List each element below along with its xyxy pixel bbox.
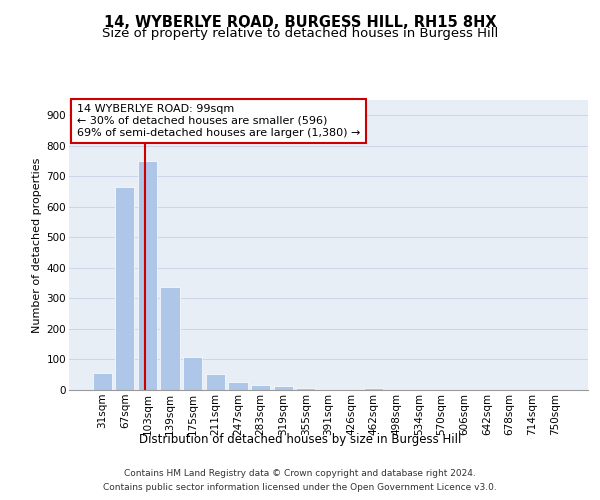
Bar <box>160 287 180 390</box>
Text: Contains public sector information licensed under the Open Government Licence v3: Contains public sector information licen… <box>103 482 497 492</box>
Bar <box>115 187 134 390</box>
Bar <box>274 386 293 390</box>
Bar <box>296 388 316 390</box>
Bar <box>138 161 157 390</box>
Text: Distribution of detached houses by size in Burgess Hill: Distribution of detached houses by size … <box>139 432 461 446</box>
Bar <box>364 388 383 390</box>
Bar <box>206 374 225 390</box>
Text: Size of property relative to detached houses in Burgess Hill: Size of property relative to detached ho… <box>102 28 498 40</box>
Text: Contains HM Land Registry data © Crown copyright and database right 2024.: Contains HM Land Registry data © Crown c… <box>124 469 476 478</box>
Bar <box>92 373 112 390</box>
Text: 14, WYBERLYE ROAD, BURGESS HILL, RH15 8HX: 14, WYBERLYE ROAD, BURGESS HILL, RH15 8H… <box>104 15 496 30</box>
Text: 14 WYBERLYE ROAD: 99sqm
← 30% of detached houses are smaller (596)
69% of semi-d: 14 WYBERLYE ROAD: 99sqm ← 30% of detache… <box>77 104 360 138</box>
Y-axis label: Number of detached properties: Number of detached properties <box>32 158 43 332</box>
Bar <box>229 382 248 390</box>
Bar <box>183 358 202 390</box>
Bar <box>251 386 270 390</box>
